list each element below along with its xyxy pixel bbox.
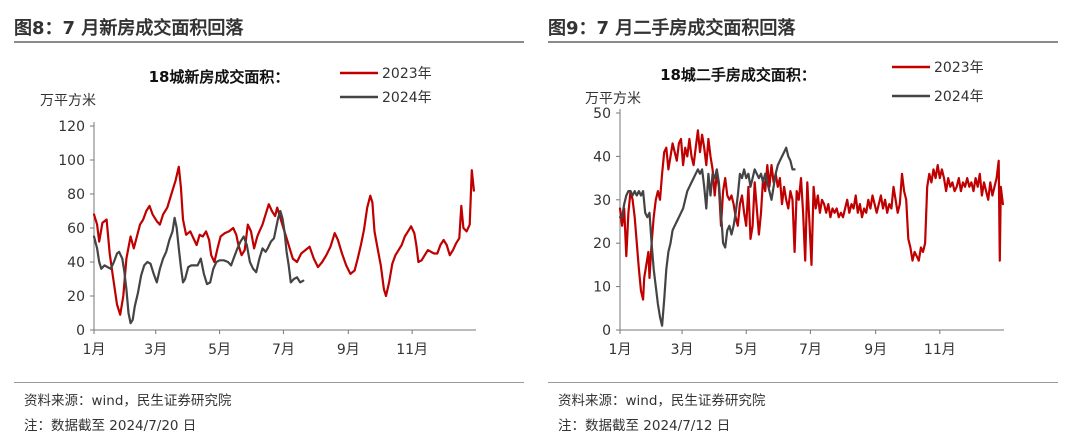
data-date-note: 注：数据截至 2024/7/12 日 — [558, 418, 731, 434]
y-tick-label: 100 — [58, 153, 85, 169]
chart-title: 18城新房成交面积： — [149, 68, 290, 86]
y-tick-label: 40 — [67, 255, 85, 271]
y-tick-label: 0 — [76, 323, 85, 339]
legend-label: 2023年 — [934, 60, 984, 76]
figure-title: 图8：7 月新房成交面积回落 — [14, 18, 244, 39]
y-tick-label: 10 — [593, 280, 611, 296]
new-home-area-chart: 18城新房成交面积： 万平方米 0 20 40 60 80 100 120 1月 3月 5月 7月 9月 1… — [40, 66, 476, 358]
legend-label: 2024年 — [934, 89, 984, 105]
chart-title: 18城二手房成交面积： — [660, 66, 816, 84]
y-tick-label: 80 — [67, 187, 85, 203]
y-tick-label: 0 — [602, 323, 611, 339]
series-line-2023 — [618, 129, 1004, 301]
x-tick-label: 1月 — [83, 342, 106, 358]
title-divider — [14, 41, 524, 43]
right-panel: 图9：7 月二手房成交面积回落 18城二手房成交面积： 万平方米 0 10 20 30 40… — [548, 0, 1058, 448]
left-panel: 图8：7 月新房成交面积回落 18城新房成交面积： 万平方米 0 20 40 60 80 10… — [14, 0, 524, 448]
y-tick-label: 120 — [58, 119, 85, 135]
x-tick-label: 1月 — [609, 342, 632, 358]
series-line-2024 — [92, 209, 305, 325]
y-tick-label: 20 — [593, 236, 611, 252]
x-tick-label: 11月 — [396, 342, 428, 358]
title-divider — [548, 41, 1058, 43]
source-note: 资料来源：wind，民生证券研究院 — [24, 393, 232, 409]
x-tick-label: 7月 — [799, 342, 822, 358]
y-tick-label: 30 — [593, 193, 611, 209]
y-tick-label: 60 — [67, 221, 85, 237]
series-line-2023 — [92, 165, 475, 316]
legend-label: 2024年 — [382, 90, 432, 106]
footer-divider — [548, 382, 1058, 383]
x-tick-label: 9月 — [864, 342, 887, 358]
figure-title: 图9：7 月二手房成交面积回落 — [548, 18, 796, 39]
x-tick-label: 7月 — [272, 342, 295, 358]
y-tick-label: 50 — [593, 106, 611, 122]
y-axis-label: 万平方米 — [40, 93, 96, 109]
x-tick-label: 11月 — [924, 342, 956, 358]
x-tick-label: 3月 — [671, 342, 694, 358]
y-tick-label: 20 — [67, 289, 85, 305]
y-tick-label: 40 — [593, 149, 611, 165]
data-date-note: 注：数据截至 2024/7/20 日 — [24, 418, 197, 434]
second-hand-area-chart: 18城二手房成交面积： 万平方米 0 10 20 30 40 50 1月 3月 5月 7月 9月 11月 2… — [585, 60, 1004, 358]
footer-divider — [14, 382, 524, 383]
source-note: 资料来源：wind，民生证券研究院 — [558, 393, 766, 409]
x-tick-label: 9月 — [337, 342, 360, 358]
x-tick-label: 5月 — [208, 342, 231, 358]
series-line-2024 — [618, 146, 796, 327]
x-tick-label: 5月 — [735, 342, 758, 358]
legend-label: 2023年 — [382, 66, 432, 82]
y-axis-label: 万平方米 — [585, 91, 641, 107]
x-tick-label: 3月 — [144, 342, 167, 358]
